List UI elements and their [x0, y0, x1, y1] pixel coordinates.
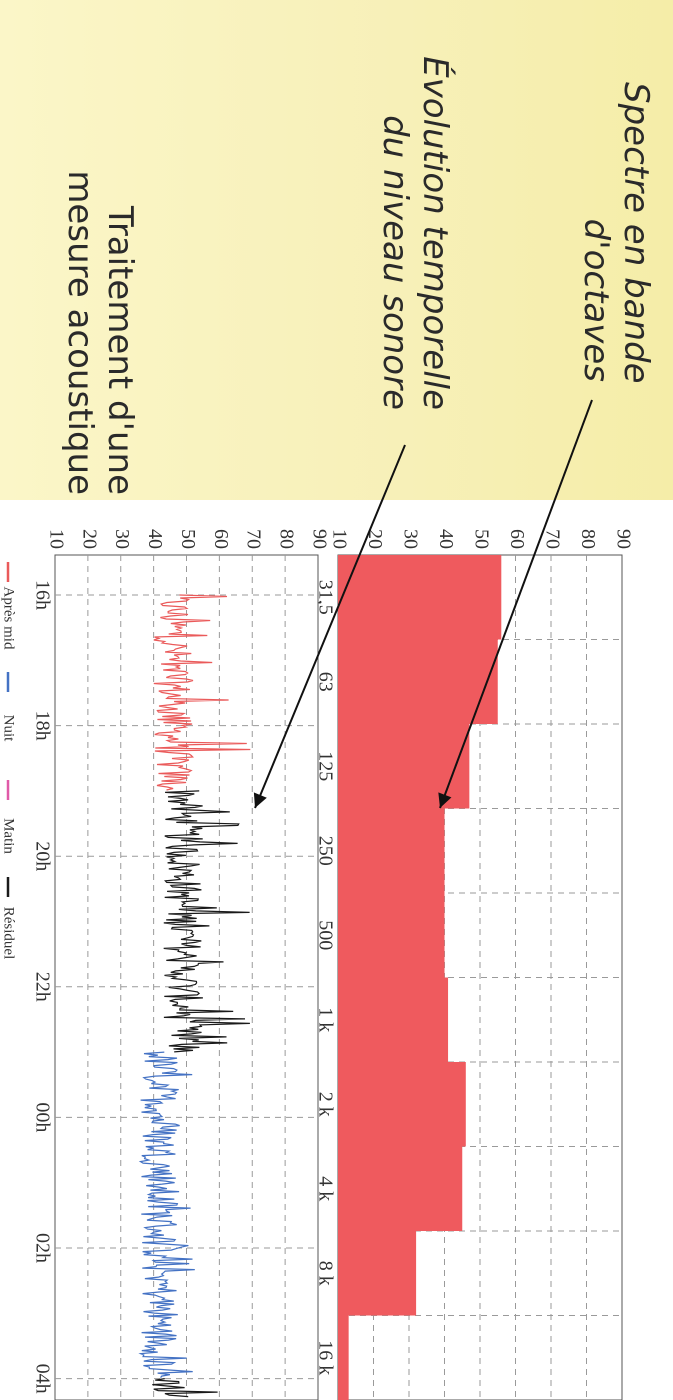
temporal-value-tick: 40: [144, 529, 166, 549]
spectrum-bar: [338, 893, 445, 978]
temporal-value-tick: 50: [177, 529, 199, 549]
spectrum-value-tick: 80: [577, 529, 599, 549]
temporal-series-nuit: [138, 1051, 195, 1378]
spectrum-bar: [338, 977, 449, 1062]
spectrum-bar: [338, 808, 445, 893]
spectrum-band-label: 4 k: [314, 1176, 336, 1201]
temporal-value-tick: 20: [78, 529, 100, 549]
legend-label: Après mid: [1, 587, 17, 650]
spectrum-band-label: 63: [314, 672, 336, 692]
spectrum-value-tick: 60: [506, 529, 528, 549]
spectrum-value-tick: 70: [541, 529, 563, 549]
spectrum-band-label: 250: [314, 836, 336, 866]
temporal-time-label: 02h: [31, 1233, 53, 1263]
spectrum-bar: [338, 1231, 417, 1316]
spectrum-value-tick: 90: [612, 529, 634, 549]
temporal-time-label: 22h: [31, 972, 53, 1002]
temporal-time-label: 16h: [31, 580, 53, 610]
spectrum-value-tick: 10: [328, 529, 350, 549]
spectrum-band-label: 1 k: [314, 1007, 336, 1032]
spectrum-value-tick: 20: [364, 529, 386, 549]
spectrum-value-tick: 40: [435, 529, 457, 549]
spectrum-band-label: 8 k: [314, 1261, 336, 1286]
temporal-series-résiduel: [163, 790, 250, 1053]
temporal-time-label: 04h: [31, 1364, 53, 1394]
spectrum-value-tick: 50: [470, 529, 492, 549]
arrow-spectrum-head: [438, 792, 452, 808]
caption-background: [0, 0, 673, 500]
temporal-value-tick: 90: [308, 529, 330, 549]
temporal-time-label: 20h: [31, 841, 53, 871]
temporal-value-tick: 70: [243, 529, 265, 549]
temporal-value-tick: 60: [210, 529, 232, 549]
legend: Après mid Nuit Matin Résiduel: [1, 562, 17, 959]
spectrum-band-label: 2 k: [314, 1092, 336, 1117]
spectrum-bar: [338, 724, 470, 809]
temporal-value-tick: 80: [276, 529, 298, 549]
spectrum-chart: 10 20 30 40 50 60 70 80 90 31,5 63 125 250 500 1 k 2 k 4…: [314, 529, 634, 1400]
spectrum-bar: [338, 1146, 463, 1231]
spectrum-band-label: 125: [314, 751, 336, 781]
spectrum-value-tick: 30: [399, 529, 421, 549]
arrow-temporal-head: [253, 792, 267, 808]
temporal-series-après-mid: [153, 594, 251, 791]
arrow-temporal: [254, 444, 406, 809]
spectrum-band-label: 500: [314, 920, 336, 950]
temporal-chart: 10 20 30 40 50 60 70 80 90 16h 18h 20h 22h 00h 02h 04h: [31, 529, 330, 1400]
temporal-time-label: 18h: [31, 711, 53, 741]
arrows: [253, 399, 593, 809]
temporal-value-tick: 10: [45, 529, 67, 549]
spectrum-bar: [338, 1062, 466, 1147]
spectrum-bar: [338, 639, 498, 724]
temporal-series-résiduel: [152, 1378, 218, 1398]
spectrum-bar: [338, 1315, 349, 1400]
temporal-value-tick: 30: [111, 529, 133, 549]
legend-label: Matin: [1, 818, 17, 854]
spectrum-band-label: 16 k: [314, 1340, 336, 1375]
temporal-time-label: 00h: [31, 1102, 53, 1132]
spectrum-bar: [338, 555, 502, 640]
legend-label: Résiduel: [1, 907, 17, 960]
legend-label: Nuit: [1, 715, 17, 743]
arrow-spectrum: [439, 399, 593, 809]
spectrum-band-label: 31,5: [314, 580, 336, 615]
